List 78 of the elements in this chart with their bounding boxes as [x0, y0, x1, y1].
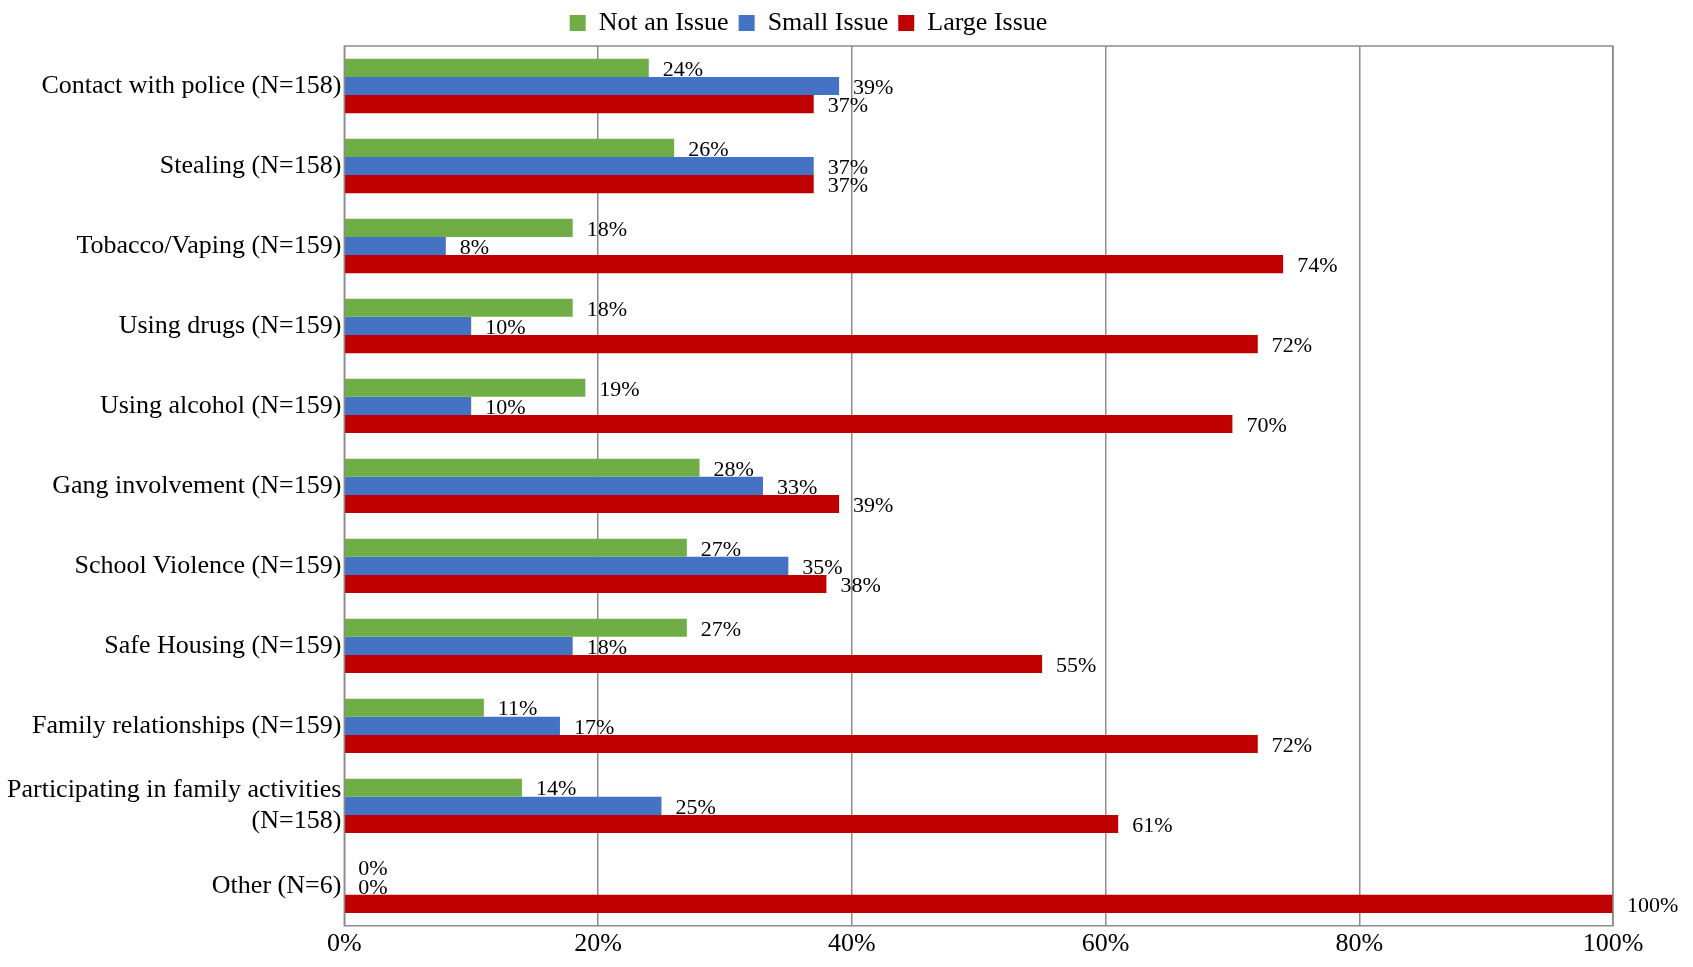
- bar: [345, 396, 472, 415]
- y-tick-label: Tobacco/Vaping (N=159): [76, 229, 342, 259]
- data-label: 0%: [358, 855, 388, 881]
- y-tick-label: Contact with police (N=158): [41, 69, 342, 99]
- bar: [345, 796, 662, 815]
- bar: [345, 698, 484, 717]
- bar: [345, 76, 840, 96]
- data-label: 61%: [1132, 811, 1173, 837]
- legend-label: Not an Issue: [598, 6, 729, 36]
- bar: [345, 618, 687, 637]
- bar: [345, 58, 649, 77]
- data-label: 27%: [700, 615, 742, 641]
- y-tick-label: Family relationships (N=159): [32, 709, 342, 739]
- x-tick-label: 60%: [1081, 928, 1130, 958]
- bar: [345, 538, 687, 557]
- y-tick-label: Participating in family activities (N=158): [6, 774, 342, 835]
- y-tick-label: Using drugs (N=159): [118, 309, 342, 339]
- data-label: 18%: [586, 295, 627, 321]
- x-tick-label: 20%: [574, 928, 622, 958]
- y-tick-label: Using alcohol (N=159): [99, 389, 342, 419]
- bar: [345, 574, 827, 594]
- bar: [345, 734, 1258, 754]
- bar: [345, 716, 560, 735]
- data-label: 35%: [802, 553, 843, 579]
- x-tick-label: 0%: [326, 928, 362, 958]
- x-tick-label: 100%: [1582, 928, 1644, 958]
- bar: [345, 335, 1258, 354]
- data-label: 14%: [535, 775, 577, 801]
- bar: [345, 556, 789, 575]
- bar: [345, 236, 446, 256]
- data-label: 17%: [573, 713, 615, 739]
- data-label: 19%: [599, 375, 640, 401]
- data-label: 18%: [586, 633, 627, 659]
- y-tick-label: School Violence (N=159): [74, 549, 342, 579]
- data-label: 100%: [1627, 891, 1679, 917]
- y-tick-label: Safe Housing (N=159): [104, 629, 342, 659]
- bar: [345, 95, 814, 114]
- data-label: 33%: [776, 473, 818, 499]
- data-label: 10%: [485, 313, 526, 339]
- bar: [345, 654, 1043, 674]
- data-label: 74%: [1297, 251, 1338, 277]
- bar: [345, 316, 472, 335]
- bar: [345, 175, 814, 194]
- data-label: 24%: [662, 55, 704, 81]
- bar: [345, 298, 573, 317]
- x-tick-label: 80%: [1335, 928, 1384, 958]
- bar: [345, 778, 522, 797]
- bar: [345, 378, 586, 397]
- bar: [345, 138, 675, 157]
- data-label: 27%: [700, 535, 742, 561]
- data-label: 72%: [1271, 331, 1313, 357]
- legend-label: Large Issue: [927, 6, 1048, 36]
- bar: [345, 894, 1613, 913]
- data-label: 70%: [1246, 411, 1287, 437]
- data-label: 25%: [675, 793, 716, 819]
- x-tick-label: 40%: [827, 928, 876, 958]
- bar: [345, 476, 763, 495]
- bar: [345, 814, 1119, 834]
- data-label: 39%: [853, 491, 894, 517]
- bar: [345, 156, 814, 176]
- bar: [345, 458, 700, 477]
- data-label: 26%: [688, 135, 729, 161]
- data-label: 18%: [586, 215, 627, 241]
- bar: [345, 414, 1233, 434]
- y-tick-label: Gang involvement (N=159): [52, 469, 342, 499]
- bar: [345, 218, 573, 237]
- y-tick-label: Stealing (N=158): [159, 149, 342, 179]
- bar: [345, 255, 1284, 274]
- data-label: 8%: [459, 233, 490, 259]
- bar: [345, 636, 573, 655]
- data-label: 28%: [713, 455, 754, 481]
- data-label: 72%: [1271, 731, 1313, 757]
- data-label: 55%: [1056, 651, 1097, 677]
- y-tick-label: Other (N=6): [211, 869, 342, 899]
- data-label: 11%: [497, 695, 538, 721]
- data-label: 10%: [485, 393, 526, 419]
- bar: [345, 494, 840, 514]
- legend-label: Small Issue: [767, 6, 889, 36]
